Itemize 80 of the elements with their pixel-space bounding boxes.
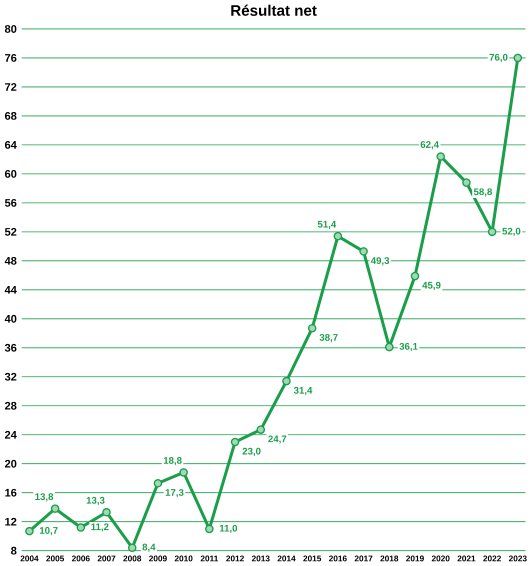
x-tick-label: 2020: [432, 556, 450, 562]
y-tick-label: 20: [5, 460, 17, 468]
point: [334, 232, 342, 240]
data-label: 58,8: [474, 188, 492, 197]
data-label: 45,9: [422, 282, 441, 290]
data-label: 31,4: [294, 386, 313, 396]
data-label: 18,8: [164, 457, 182, 466]
data-label: 11,0: [220, 524, 238, 534]
x-tick-label: 2016: [329, 556, 347, 562]
x-tick-label: 2023: [509, 556, 527, 562]
point: [154, 479, 162, 488]
point: [102, 508, 111, 517]
point: [51, 504, 60, 513]
x-tick-label: 2014: [278, 556, 296, 562]
y-tick-label: 24: [5, 430, 17, 439]
y-tick-label: 76: [5, 54, 17, 62]
data-label: 38,7: [320, 334, 338, 342]
data-label: 76,0: [490, 54, 508, 62]
y-tick-label: 44: [4, 286, 17, 294]
point: [282, 376, 291, 386]
y-tick-label: 28: [5, 402, 17, 410]
point: [230, 438, 240, 446]
data-label: 23,0: [242, 448, 261, 456]
y-tick-label: 40: [4, 314, 17, 323]
x-tick-label: 2004: [20, 556, 39, 562]
x-tick-label: 2022: [483, 556, 502, 562]
x-tick-label: 2012: [226, 556, 244, 562]
data-label: 24,7: [268, 435, 286, 444]
point: [205, 524, 214, 534]
point: [25, 526, 34, 536]
data-label: 10,7: [40, 527, 58, 536]
point: [514, 54, 522, 62]
y-tick-label: 72: [5, 83, 17, 91]
point: [308, 324, 317, 332]
y-tick-label: 32: [5, 372, 17, 381]
x-tick-label: 2021: [458, 556, 476, 562]
point: [360, 247, 368, 256]
x-tick-label: 2018: [380, 556, 398, 562]
y-tick-label: 36: [5, 344, 17, 352]
x-tick-label: 2015: [303, 556, 322, 562]
point: [256, 425, 266, 434]
data-label: 52,0: [502, 228, 521, 236]
x-tick-label: 2010: [174, 556, 193, 562]
data-label: 17,3: [166, 489, 184, 498]
data-label: 13,3: [86, 496, 105, 506]
point: [436, 152, 446, 161]
data-label: 49,3: [371, 257, 390, 266]
x-tick-label: 2005: [46, 556, 64, 562]
point: [385, 342, 394, 352]
y-tick-label: 52: [5, 228, 17, 236]
data-label: 62,4: [420, 141, 440, 150]
x-tick-label: 2006: [72, 556, 90, 562]
y-tick-label: 60: [5, 170, 17, 178]
x-tick-label: 2008: [124, 556, 142, 562]
y-tick-label: 16: [5, 488, 17, 497]
y-tick-label: 8: [11, 546, 17, 555]
data-label: 51,4: [318, 220, 336, 230]
data-label: 11,2: [92, 523, 109, 532]
y-tick-label: 56: [5, 198, 17, 207]
data-label: 36,1: [400, 342, 418, 352]
y-tick-label: 48: [4, 256, 17, 265]
point: [128, 544, 137, 552]
chart-title: Résultat net: [232, 4, 317, 16]
point: [488, 228, 497, 236]
point: [180, 468, 188, 477]
x-tick-label: 2019: [406, 556, 424, 562]
data-label: 8,4: [142, 544, 156, 552]
y-tick-label: 80: [5, 25, 17, 33]
y-tick-label: 12: [5, 518, 17, 526]
data-label: 13,8: [36, 493, 54, 502]
y-tick-label: 68: [5, 112, 17, 120]
x-tick-label: 2017: [354, 556, 373, 562]
x-tick-label: 2013: [252, 556, 270, 562]
point: [410, 272, 420, 280]
point: [76, 523, 86, 532]
x-tick-label: 2011: [200, 556, 218, 562]
y-tick-label: 64: [5, 141, 17, 149]
x-tick-label: 2007: [98, 556, 116, 562]
point: [462, 178, 471, 187]
x-tick-label: 2009: [149, 556, 168, 562]
